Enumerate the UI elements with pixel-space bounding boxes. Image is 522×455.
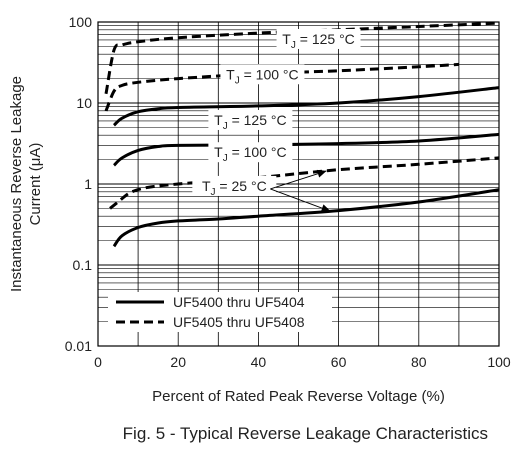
annotation-arrow-line [270, 170, 327, 190]
legend-background [108, 292, 332, 332]
series-line-2-dashed [104, 62, 459, 112]
x-tick-label: 20 [170, 354, 186, 370]
plot-frame [97, 21, 500, 347]
legend-label: UF5405 thru UF5408 [173, 314, 305, 330]
series-line-1-dashed [104, 21, 500, 95]
legend: UF5400 thru UF5404 UF5405 thru UF5408 [108, 292, 332, 332]
y-axis-label-line2: Current (μA) [27, 143, 44, 226]
series-group [104, 21, 500, 248]
annotation-label-1: TJ = 125 °C [282, 31, 354, 51]
annotation-label-3: TJ = 125 °C [214, 112, 286, 132]
annotation-label-5: TJ = 25 °C [202, 178, 267, 198]
y-tick-label: 0.1 [73, 257, 93, 273]
annotation-label-4: TJ = 100 °C [214, 144, 286, 164]
y-axis-label: Instantaneous Reverse Leakage Current (μ… [8, 76, 44, 292]
legend-label: UF5400 thru UF5404 [173, 294, 305, 310]
series-line-4-solid [112, 132, 500, 167]
annotation-label-2: TJ = 100 °C [226, 66, 298, 86]
annotation-background [220, 64, 305, 85]
y-tick-label: 0.01 [65, 338, 92, 354]
annotation-background [208, 142, 293, 163]
annotation-arrow-line [270, 188, 331, 212]
y-tick-label: 10 [76, 95, 92, 111]
annotation-background [276, 28, 361, 49]
x-axis-label: Percent of Rated Peak Reverse Voltage (%… [152, 388, 445, 405]
annotation-background [208, 109, 293, 130]
x-tick-label: 0 [94, 354, 102, 370]
series-line-5-dashed [109, 156, 500, 210]
x-tick-label: 100 [487, 354, 511, 370]
x-tick-label: 40 [251, 354, 267, 370]
series-line-6-solid [112, 188, 500, 248]
series-line-3-solid [112, 86, 500, 127]
annotation-arrowhead [316, 169, 327, 178]
x-tick-labels: 0 20 40 60 80 100 [94, 354, 511, 370]
x-tick-label: 60 [331, 354, 347, 370]
y-tick-label: 100 [69, 14, 93, 30]
annotations-group: TJ = 125 °C TJ = 100 °C TJ = 125 °C TJ = 10… [192, 28, 361, 212]
y-tick-label: 1 [84, 176, 92, 192]
annotation-background [192, 175, 277, 196]
annotation-arrowhead [320, 204, 331, 212]
x-tick-label: 80 [411, 354, 427, 370]
reverse-leakage-chart: TJ = 125 °C TJ = 100 °C TJ = 125 °C TJ = 10… [8, 14, 511, 405]
y-tick-labels: 0.01 0.1 1 10 100 [65, 14, 92, 354]
y-axis-label-line1: Instantaneous Reverse Leakage [8, 76, 25, 292]
figure-caption: Fig. 5 - Typical Reverse Leakage Charact… [122, 424, 488, 443]
